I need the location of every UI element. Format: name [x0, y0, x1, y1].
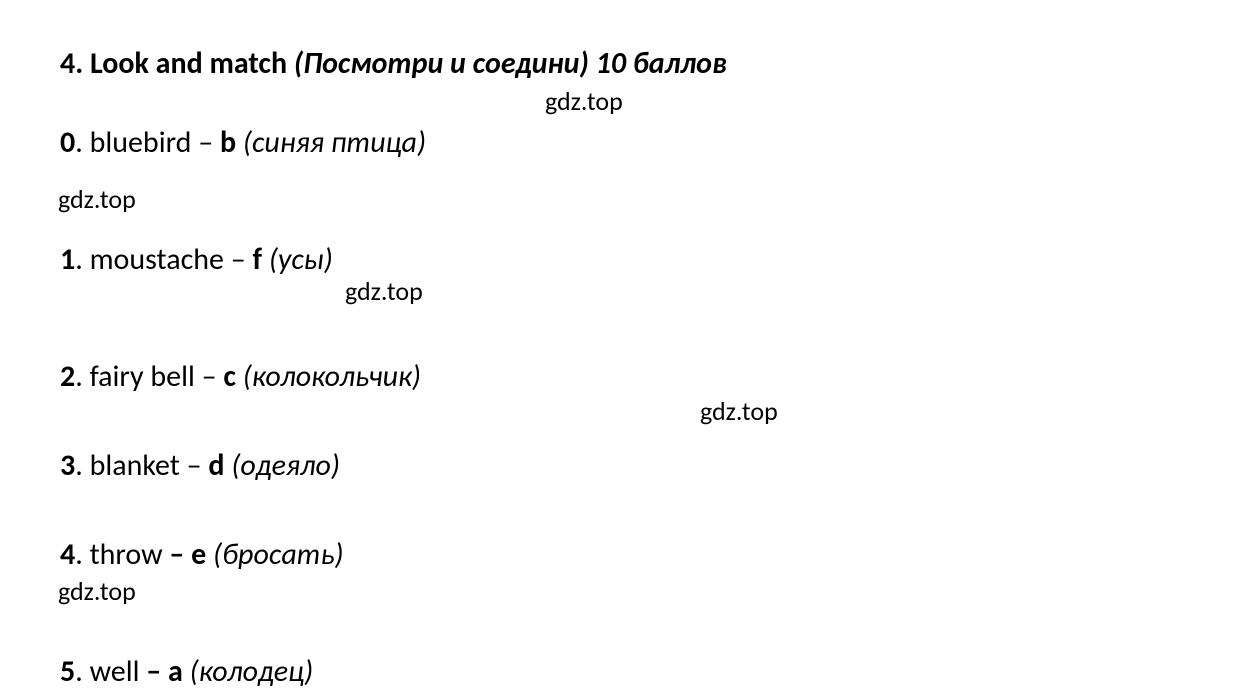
item-letter: e: [191, 536, 206, 573]
item-letter: a: [168, 653, 183, 690]
item-letter: c: [223, 358, 236, 395]
list-item: 5. well – a (колодец): [60, 653, 1189, 690]
heading-points: 10 баллов: [596, 45, 727, 82]
item-number: 2: [60, 358, 75, 395]
item-dot: .: [75, 536, 83, 573]
list-item: 0. bluebird – b (синяя птица): [60, 124, 1189, 161]
heading-number: 4.: [60, 45, 83, 82]
item-dot: .: [75, 241, 83, 278]
item-number: 1: [60, 241, 75, 278]
item-translation: (бросать): [213, 536, 344, 573]
item-number: 3: [60, 447, 75, 484]
item-dash: –: [198, 124, 213, 161]
item-dot: .: [75, 447, 83, 484]
item-translation: (одеяло): [231, 447, 340, 484]
item-word: well: [90, 653, 140, 690]
item-dot: .: [75, 653, 83, 690]
watermark: gdz.top: [700, 395, 778, 427]
list-item: 3. blanket – d (одеяло): [60, 447, 1189, 484]
item-translation: (синяя птица): [243, 124, 426, 161]
item-word: blanket: [90, 447, 180, 484]
watermark: gdz.top: [58, 183, 136, 215]
item-letter: f: [253, 241, 263, 278]
item-translation: (колокольчик): [243, 358, 421, 395]
item-dash: –: [231, 241, 246, 278]
item-word: moustache: [90, 241, 224, 278]
item-letter: b: [220, 124, 236, 161]
item-word: bluebird: [90, 124, 192, 161]
watermark: gdz.top: [545, 85, 623, 117]
list-item: 2. fairy bell – c (колокольчик): [60, 358, 1189, 395]
item-dash: –: [187, 447, 202, 484]
list-item: 4. throw – e (бросать): [60, 536, 1189, 573]
heading-title-ru: (Посмотри и соедини): [294, 45, 589, 82]
item-letter: d: [208, 447, 224, 484]
item-number: 0: [60, 124, 75, 161]
item-translation: (колодец): [190, 653, 314, 690]
item-translation: (усы): [269, 241, 333, 278]
item-word: throw: [90, 536, 163, 573]
item-number: 5: [60, 653, 75, 690]
item-dash: –: [146, 653, 168, 690]
item-dot: .: [75, 124, 83, 161]
item-dash: –: [202, 358, 217, 395]
item-number: 4: [60, 536, 75, 573]
heading-title-en: Look and match: [90, 45, 287, 82]
list-item: 1. moustache – f (усы): [60, 241, 1189, 278]
exercise-heading: 4. Look and match (Посмотри и соедини) 1…: [60, 45, 1189, 82]
watermark: gdz.top: [58, 575, 136, 607]
item-word: fairy bell: [90, 358, 195, 395]
watermark: gdz.top: [345, 275, 423, 307]
item-dot: .: [75, 358, 83, 395]
item-dash: –: [169, 536, 191, 573]
